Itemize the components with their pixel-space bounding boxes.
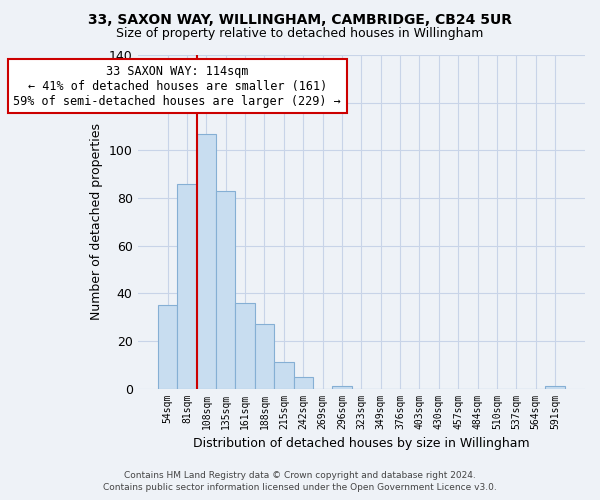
Bar [293, 376, 313, 388]
Bar [178, 184, 197, 388]
Bar [197, 134, 216, 388]
Bar [274, 362, 293, 388]
Bar [216, 191, 235, 388]
Y-axis label: Number of detached properties: Number of detached properties [91, 124, 103, 320]
Bar [332, 386, 352, 388]
X-axis label: Distribution of detached houses by size in Willingham: Distribution of detached houses by size … [193, 437, 530, 450]
Text: 33, SAXON WAY, WILLINGHAM, CAMBRIDGE, CB24 5UR: 33, SAXON WAY, WILLINGHAM, CAMBRIDGE, CB… [88, 12, 512, 26]
Text: Size of property relative to detached houses in Willingham: Size of property relative to detached ho… [116, 28, 484, 40]
Bar [235, 303, 255, 388]
Text: 33 SAXON WAY: 114sqm
← 41% of detached houses are smaller (161)
59% of semi-deta: 33 SAXON WAY: 114sqm ← 41% of detached h… [13, 64, 341, 108]
Bar [545, 386, 565, 388]
Bar [158, 305, 178, 388]
Text: Contains HM Land Registry data © Crown copyright and database right 2024.
Contai: Contains HM Land Registry data © Crown c… [103, 471, 497, 492]
Bar [255, 324, 274, 388]
